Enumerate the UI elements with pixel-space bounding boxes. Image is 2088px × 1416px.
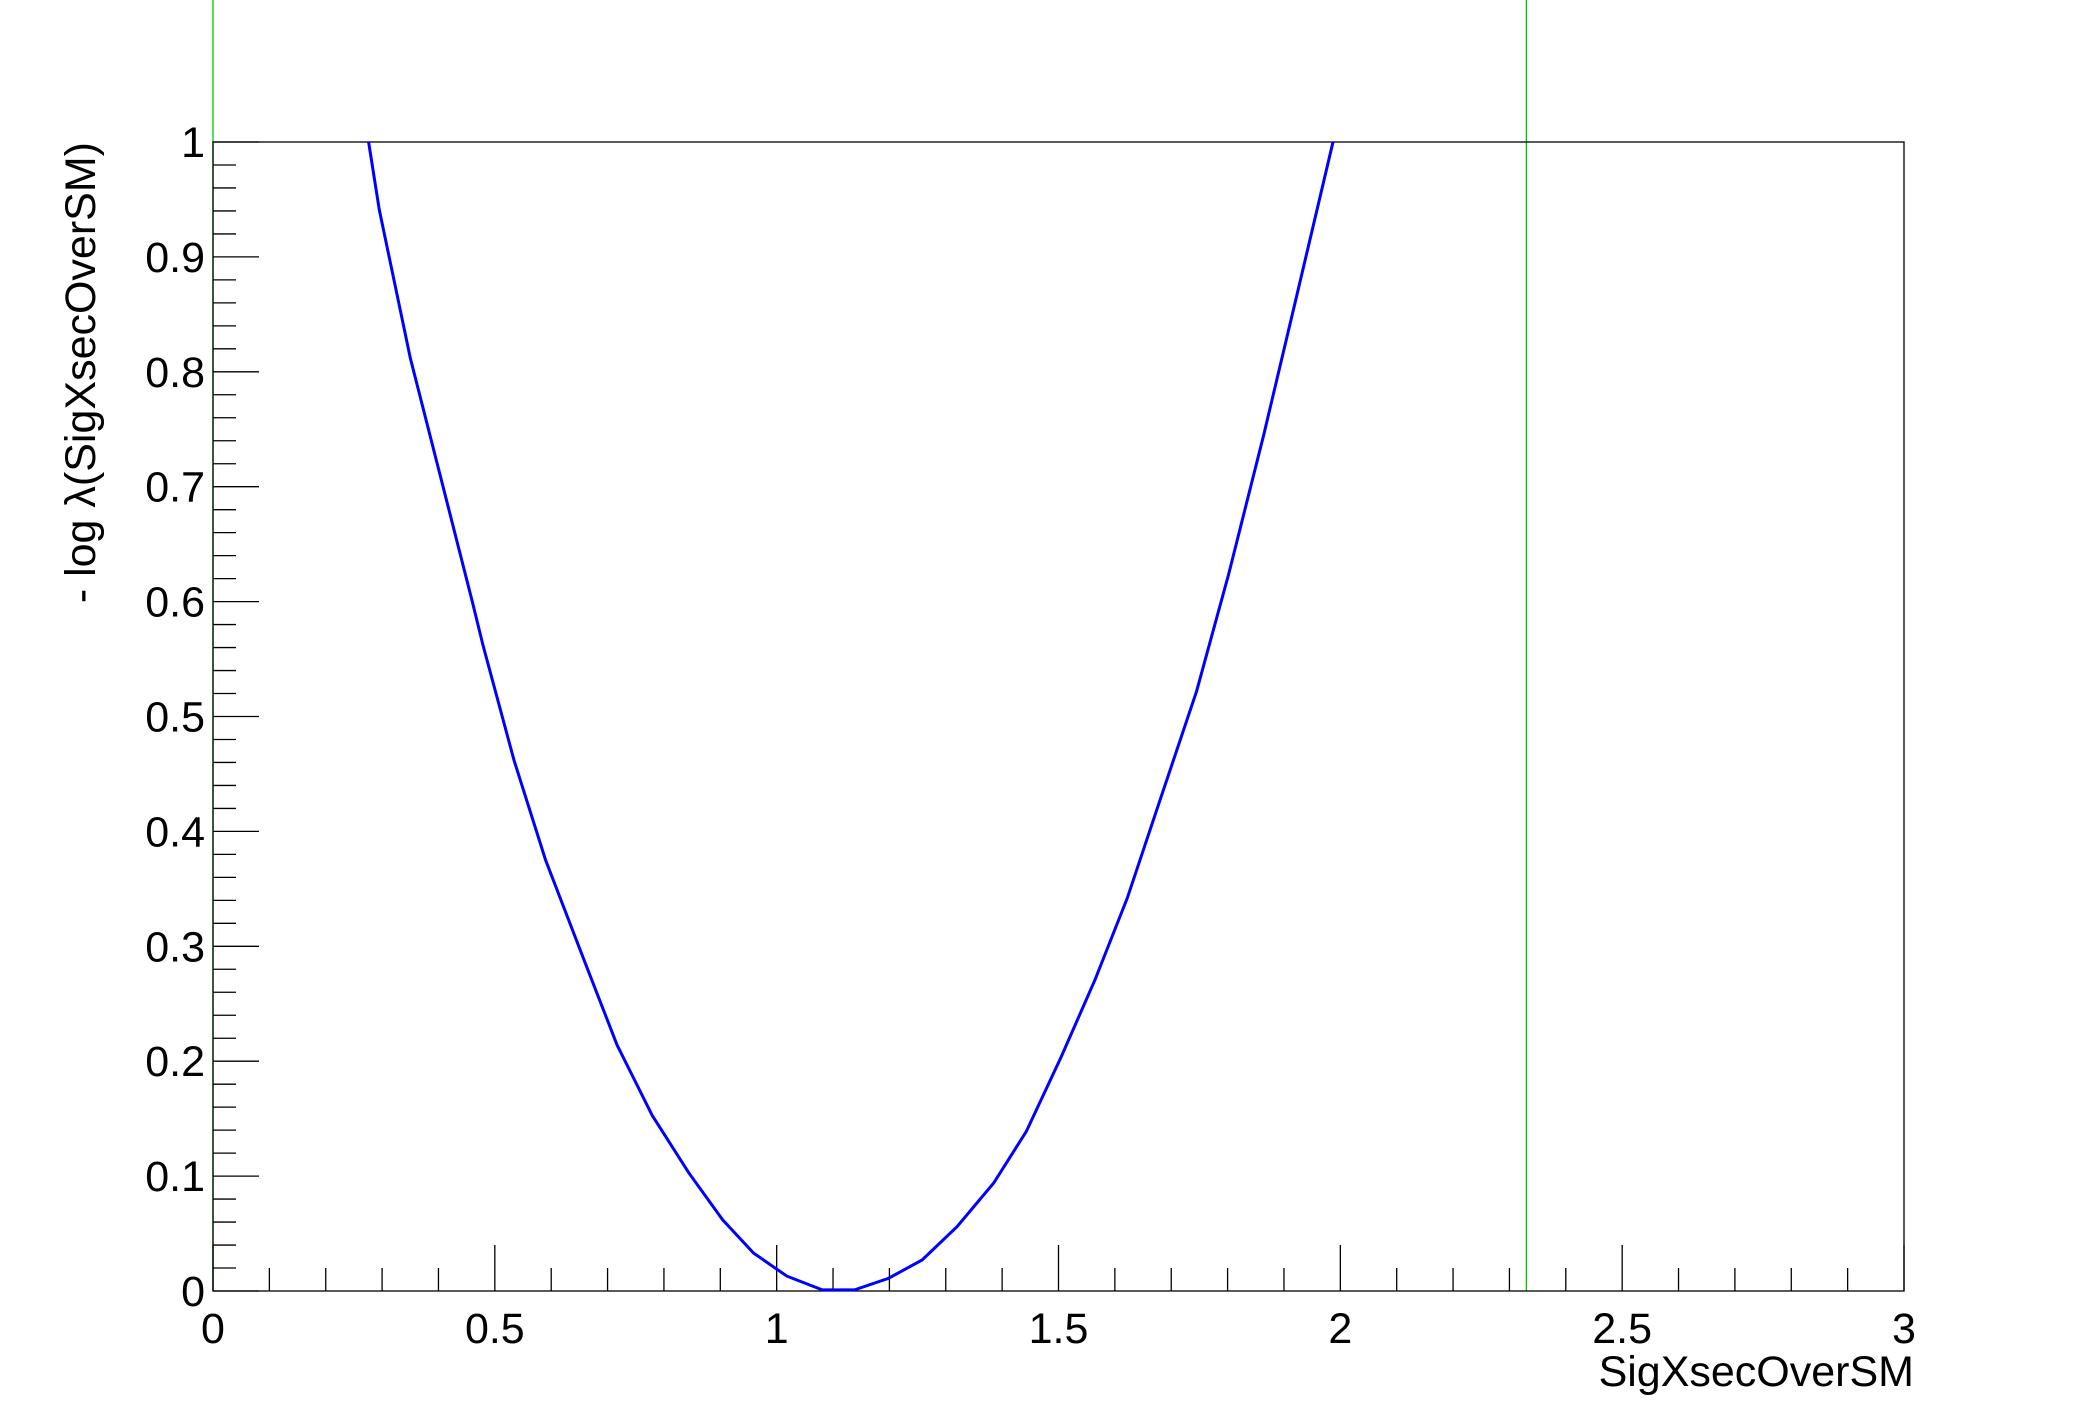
plot-frame	[212, 141, 1905, 1292]
x-axis-label: SigXsecOverSM	[1599, 1348, 1914, 1396]
nll-curve	[367, 141, 1335, 1292]
y-tick-label: 0.9	[145, 234, 205, 282]
y-tick-label: 0.4	[145, 808, 205, 856]
x-tick-label: 3	[1892, 1305, 1916, 1353]
x-tick-label: 2	[1328, 1305, 1352, 1353]
x-tick-label: 0	[201, 1305, 225, 1353]
y-tick-label: 0.8	[145, 349, 205, 397]
y-tick-label: 0.2	[145, 1038, 205, 1086]
y-tick-label: 0.3	[145, 923, 205, 971]
y-tick-label: 0.6	[145, 579, 205, 627]
x-tick-label: 2.5	[1592, 1305, 1652, 1353]
x-tick-label: 0.5	[465, 1305, 525, 1353]
y-tick-label: 1	[181, 119, 205, 167]
y-tick-label: 0.1	[145, 1153, 205, 1201]
x-tick-label: 1	[765, 1305, 789, 1353]
y-tick-label: 0.7	[145, 464, 205, 512]
y-tick-label: 0.5	[145, 694, 205, 742]
y-tick-label: 0	[181, 1268, 205, 1316]
x-tick-label: 1.5	[1029, 1305, 1089, 1353]
y-axis-label: - log λ(SigXsecOverSM)	[57, 142, 105, 603]
